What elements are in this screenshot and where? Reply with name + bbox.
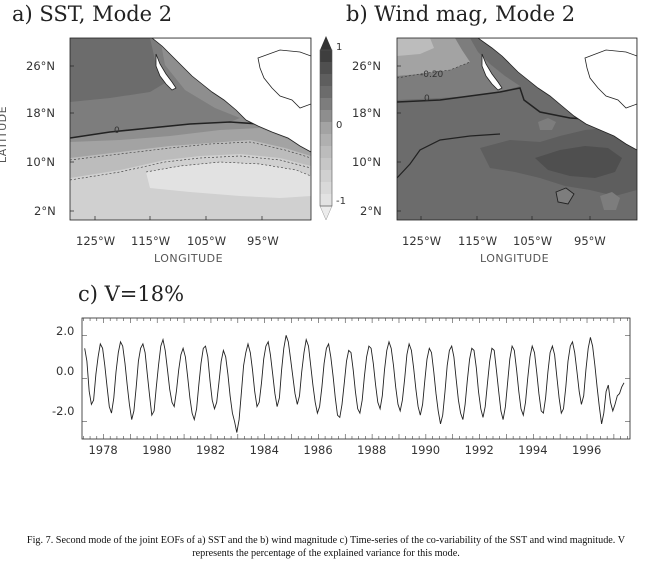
panel-a-lon-tick: 95°W <box>247 234 279 248</box>
panel-a-title: a) SST, Mode 2 <box>12 2 173 26</box>
panel-b-lat-tick: 18°N <box>352 106 381 120</box>
panel-c-x-tick: 1978 <box>88 443 118 457</box>
panel-c-x-tick: 1996 <box>572 443 602 457</box>
panel-c-x-tick: 1986 <box>303 443 333 457</box>
panel-b-lon-tick: 95°W <box>574 234 606 248</box>
panel-a-lat-tick: 26°N <box>26 59 55 73</box>
figure-caption: Fig. 7. Second mode of the joint EOFs of… <box>26 535 626 559</box>
colorbar-label-zero: 0 <box>336 120 343 131</box>
panel-c-x-tick: 1984 <box>249 443 279 457</box>
panel-b-contour-label-neg020: -0.20 <box>420 70 444 80</box>
panel-c-x-tick: 1990 <box>410 443 441 457</box>
panel-c-x-tick: 1982 <box>195 443 226 457</box>
panel-c-x-tick: 1992 <box>464 443 494 457</box>
panel-c-x-tick: 1988 <box>357 443 387 457</box>
panel-b-lat-tick: 26°N <box>352 59 381 73</box>
panel-a-xlabel: LONGITUDE <box>154 252 224 265</box>
panel-a-lat-tick: 2°N <box>34 204 56 218</box>
panel-b-lon-tick: 115°W <box>458 234 498 248</box>
panel-b-contour-label-0: 0 <box>424 94 430 104</box>
panel-b-lat-tick: 10°N <box>352 155 381 169</box>
colorbar-label-min: -1 <box>336 196 346 207</box>
time-series-line <box>84 335 625 433</box>
time-series-frame <box>81 317 631 440</box>
panel-c-x-tick: 1994 <box>518 443 548 457</box>
panel-c-y-tick: 2.0 <box>56 324 75 338</box>
panel-c-x-tick: 1980 <box>142 443 172 457</box>
panel-b-lat-tick: 2°N <box>360 204 382 218</box>
panel-b-lon-tick: 125°W <box>402 234 442 248</box>
panel-a-lon-tick: 115°W <box>131 234 171 248</box>
panel-b-title: b) Wind mag, Mode 2 <box>346 2 576 26</box>
colorbar-label-max: 1 <box>336 42 343 53</box>
panel-a-lat-tick: 18°N <box>26 106 55 120</box>
panel-c-title: c) V=18% <box>78 282 185 306</box>
panel-a-lon-tick: 105°W <box>187 234 227 248</box>
panel-a-lon-tick: 125°W <box>76 234 116 248</box>
panel-a-contour-label-0: 0 <box>114 126 120 136</box>
panel-c-y-tick: -2.0 <box>52 404 75 418</box>
panel-b-xlabel: LONGITUDE <box>480 252 550 265</box>
panel-a-lat-tick: 10°N <box>26 155 55 169</box>
panel-b-lon-tick: 105°W <box>513 234 553 248</box>
panel-c-y-tick: 0.0 <box>56 364 75 378</box>
